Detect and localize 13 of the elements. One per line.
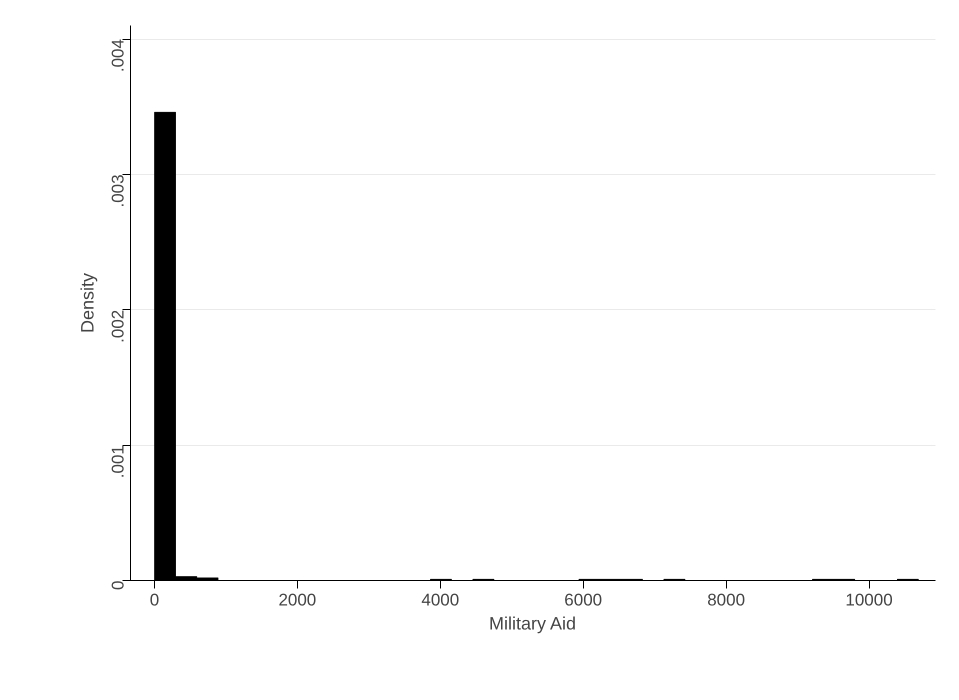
- y-axis-title: Density: [78, 272, 98, 334]
- y-tick-label: .003: [108, 174, 128, 208]
- y-tick-label: .001: [108, 445, 128, 478]
- x-tick-label: 2000: [278, 590, 316, 610]
- x-tick-label: 4000: [421, 590, 460, 610]
- x-tick-label: 6000: [564, 590, 602, 610]
- y-tick-label: 0: [108, 580, 128, 590]
- y-tick-label: .004: [108, 39, 128, 72]
- y-tick-label: .002: [108, 310, 128, 343]
- x-tick-label: 8000: [707, 590, 746, 610]
- x-axis-title: Military Aid: [488, 614, 576, 634]
- x-tick-label: 0: [150, 590, 160, 610]
- x-tick-label: 10000: [845, 590, 893, 610]
